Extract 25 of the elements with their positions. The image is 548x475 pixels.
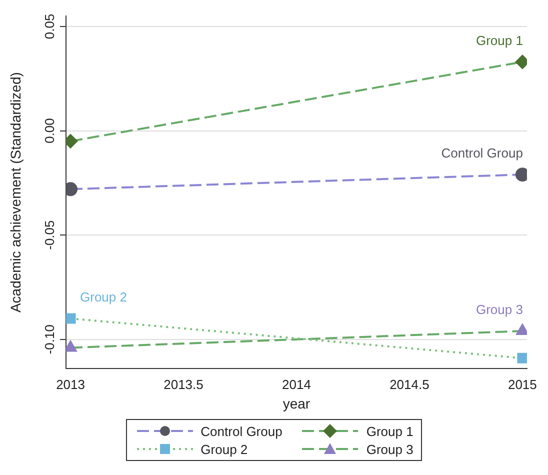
y-tick-label: -0.05 <box>42 220 58 250</box>
x-tick-label: 2013 <box>56 376 85 392</box>
text: Group 2 <box>80 290 127 305</box>
point <box>517 352 527 364</box>
point <box>66 182 78 196</box>
legend-label: Control Group <box>200 424 282 438</box>
x-tick-label: 2013.5 <box>164 376 204 392</box>
legend-label: Group 1 <box>366 424 414 438</box>
text: Control Group <box>441 146 523 161</box>
x-tick-label: 2014.5 <box>390 376 430 392</box>
point <box>66 313 76 324</box>
text: Group 3 <box>476 302 523 318</box>
legend-label: Group 3 <box>366 442 414 456</box>
point <box>515 54 527 69</box>
x-tick-label: 2014 <box>282 376 311 392</box>
legend-label: Group 2 <box>200 442 248 456</box>
text: Group 1 <box>476 32 523 48</box>
point <box>66 134 78 148</box>
y-tick-label: 0.00 <box>42 118 58 144</box>
y-tick-label: -0.10 <box>42 324 58 354</box>
point <box>515 168 527 182</box>
y-tick-label: 0.05 <box>42 14 58 40</box>
y-axis-title: Academic achievement (Standardized) <box>7 72 24 313</box>
x-axis-title: year <box>282 395 310 412</box>
x-tick-label: 2015 <box>508 376 537 392</box>
